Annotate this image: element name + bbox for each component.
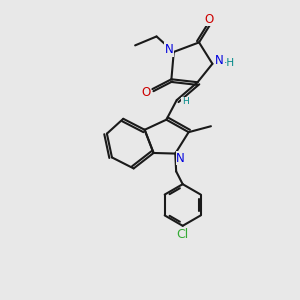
Text: Cl: Cl xyxy=(177,228,189,241)
Text: O: O xyxy=(141,86,151,99)
Text: N: N xyxy=(176,152,185,165)
Text: ·H: ·H xyxy=(224,58,235,68)
Text: N: N xyxy=(165,43,173,56)
Text: O: O xyxy=(205,13,214,26)
Text: N: N xyxy=(214,54,223,67)
Text: H: H xyxy=(182,97,188,106)
